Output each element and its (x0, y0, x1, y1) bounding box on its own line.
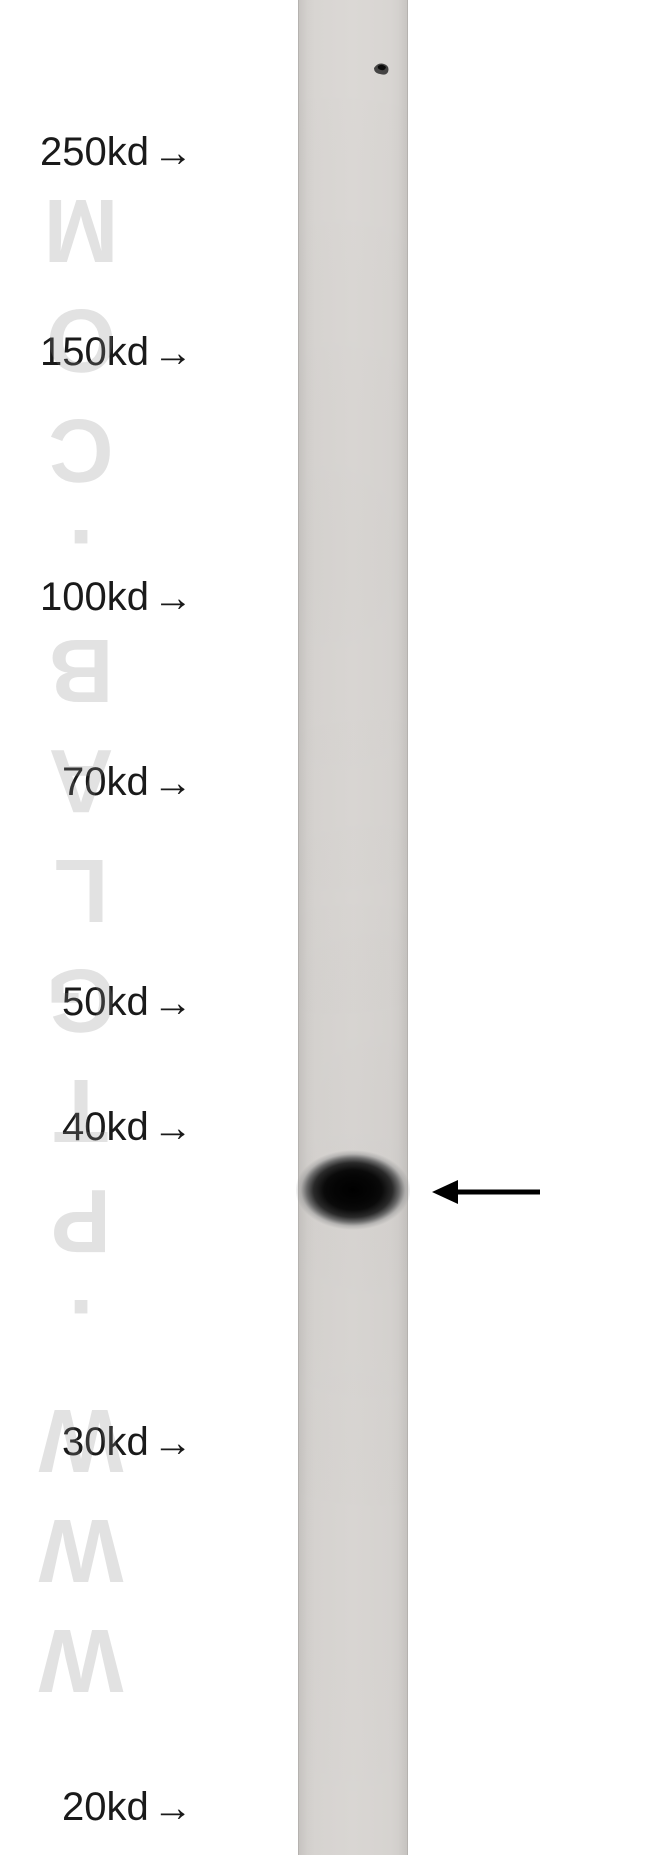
marker-label-text: 50kd (62, 980, 149, 1025)
marker-label-text: 70kd (62, 760, 149, 805)
arrow-right-icon: → (153, 763, 193, 803)
marker-50kd: 50kd→ (62, 980, 193, 1025)
marker-150kd: 150kd→ (40, 330, 193, 375)
band-indicator-arrow (430, 1172, 550, 1212)
watermark-text: WWW.PTGLAB.COM (30, 170, 133, 1710)
blot-lane (298, 0, 408, 1855)
arrow-right-icon: → (153, 1108, 193, 1148)
marker-20kd: 20kd→ (62, 1785, 193, 1830)
arrow-right-icon: → (153, 1788, 193, 1828)
lane-texture (299, 0, 407, 1855)
marker-40kd: 40kd→ (62, 1105, 193, 1150)
arrow-right-icon: → (153, 333, 193, 373)
marker-70kd: 70kd→ (62, 760, 193, 805)
marker-label-text: 100kd (40, 575, 149, 620)
western-blot-image: 250kd→ 150kd→ 100kd→ 70kd→ 50kd→ 40kd→ 3… (0, 0, 650, 1855)
arrow-right-icon: → (153, 133, 193, 173)
marker-30kd: 30kd→ (62, 1420, 193, 1465)
marker-label-text: 30kd (62, 1420, 149, 1465)
marker-100kd: 100kd→ (40, 575, 193, 620)
protein-band (296, 1150, 410, 1230)
arrow-right-icon: → (153, 1423, 193, 1463)
arrow-right-icon: → (153, 983, 193, 1023)
marker-label-text: 40kd (62, 1105, 149, 1150)
top-artifact-spot (370, 60, 394, 80)
marker-label-text: 150kd (40, 330, 149, 375)
marker-250kd: 250kd→ (40, 130, 193, 175)
marker-label-text: 20kd (62, 1785, 149, 1830)
arrow-right-icon: → (153, 578, 193, 618)
marker-label-text: 250kd (40, 130, 149, 175)
